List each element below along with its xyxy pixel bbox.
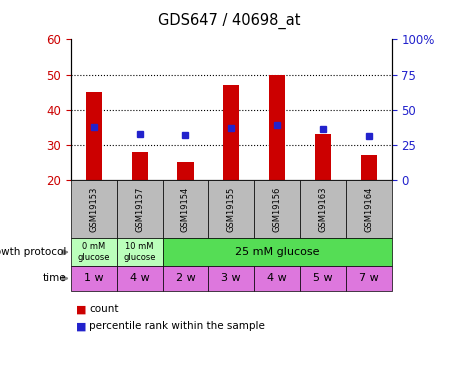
Bar bbox=[269, 75, 285, 180]
Text: 0 mM
glucose: 0 mM glucose bbox=[78, 243, 110, 262]
Text: GSM19157: GSM19157 bbox=[135, 186, 144, 232]
Text: GSM19155: GSM19155 bbox=[227, 186, 236, 232]
Text: 10 mM
glucose: 10 mM glucose bbox=[124, 243, 156, 262]
Text: time: time bbox=[43, 273, 66, 284]
Text: 1 w: 1 w bbox=[84, 273, 104, 284]
Bar bbox=[223, 85, 239, 180]
Bar bbox=[177, 162, 193, 180]
Text: GSM19156: GSM19156 bbox=[273, 186, 282, 232]
Text: GSM19153: GSM19153 bbox=[89, 186, 98, 232]
Text: 4 w: 4 w bbox=[130, 273, 150, 284]
Text: 2 w: 2 w bbox=[175, 273, 196, 284]
Text: 5 w: 5 w bbox=[313, 273, 333, 284]
Bar bbox=[360, 155, 376, 180]
Text: 7 w: 7 w bbox=[359, 273, 379, 284]
Text: GSM19164: GSM19164 bbox=[364, 186, 373, 232]
Text: ■: ■ bbox=[76, 321, 86, 331]
Text: percentile rank within the sample: percentile rank within the sample bbox=[89, 321, 265, 331]
Text: count: count bbox=[89, 304, 119, 314]
Bar bbox=[315, 134, 331, 180]
Bar bbox=[131, 152, 147, 180]
Text: ■: ■ bbox=[76, 304, 86, 314]
Text: 4 w: 4 w bbox=[267, 273, 287, 284]
Bar bbox=[86, 92, 102, 180]
Text: GDS647 / 40698_at: GDS647 / 40698_at bbox=[158, 13, 300, 29]
Text: GSM19163: GSM19163 bbox=[318, 186, 327, 232]
Text: 3 w: 3 w bbox=[222, 273, 241, 284]
Text: growth protocol: growth protocol bbox=[0, 247, 66, 257]
Text: 25 mM glucose: 25 mM glucose bbox=[235, 247, 319, 257]
Text: GSM19154: GSM19154 bbox=[181, 186, 190, 232]
